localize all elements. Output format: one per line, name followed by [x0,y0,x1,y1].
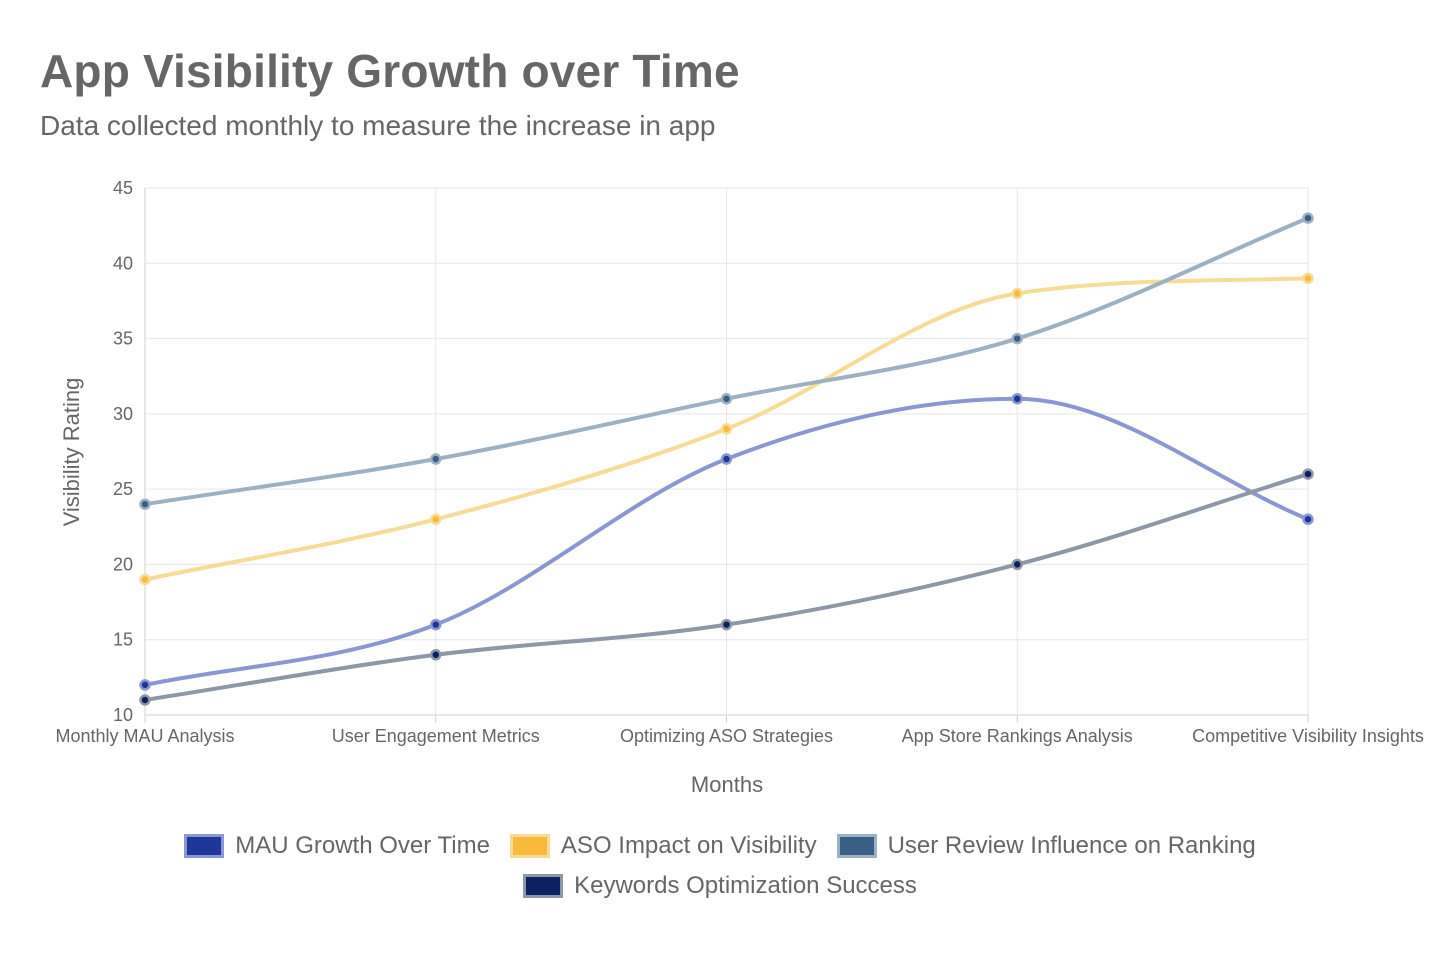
legend-item-keywords-optimization-success[interactable]: Keywords Optimization Success [523,872,917,900]
data-point-aso-impact-on-visibility[interactable] [430,513,442,526]
legend-swatch [523,874,564,898]
x-axis-title: Months [691,772,763,797]
data-point-mau-growth-over-time[interactable] [139,679,151,691]
chart-title: App Visibility Growth over Time [40,45,740,97]
x-tick-label: User Engagement Metrics [332,726,540,746]
legend-swatch [509,834,550,858]
data-point-user-review-influence-on-ranking[interactable] [720,393,733,405]
y-tick-label: 20 [113,554,133,574]
legend-item-user-review-influence-on-ranking[interactable]: User Review Influence on Ranking [836,832,1256,860]
data-point-aso-impact-on-visibility[interactable] [139,573,151,586]
x-tick-label: App Store Rankings Analysis [902,726,1133,746]
line-chart: 10 15 20 25 30 35 40 45 Monthly MAU Analysis User… [55,178,1423,797]
data-point-aso-impact-on-visibility[interactable] [1011,287,1023,300]
legend-swatch [836,834,877,858]
legend-label: MAU Growth Over Time [235,832,490,859]
data-point-user-review-influence-on-ranking[interactable] [1302,212,1314,224]
y-axis-title: Visibility Rating [59,378,84,527]
legend-item-aso-impact-on-visibility[interactable]: ASO Impact on Visibility [509,832,817,860]
legend-item-mau-growth-over-time[interactable]: MAU Growth Over Time [184,832,490,860]
grid-lines [144,187,1309,723]
legend-label: ASO Impact on Visibility [560,832,817,859]
data-point-aso-impact-on-visibility[interactable] [1302,272,1314,285]
chart-legend: MAU Growth Over Time ASO Impact on Visibi… [0,832,1440,900]
y-tick-label: 45 [113,178,133,198]
chart-subtitle: Data collected monthly to measure the in… [40,110,716,141]
data-point-keywords-optimization-success[interactable] [139,694,151,706]
data-point-keywords-optimization-success[interactable] [720,618,733,631]
data-point-mau-growth-over-time[interactable] [1302,513,1314,526]
y-tick-label: 40 [113,253,133,273]
data-point-keywords-optimization-success[interactable] [1302,468,1314,480]
axes: 10 15 20 25 30 35 40 45 Monthly MAU Analysis User… [55,178,1423,746]
data-point-mau-growth-over-time[interactable] [720,453,733,465]
y-tick-label: 25 [113,479,133,499]
x-tick-label: Monthly MAU Analysis [55,726,234,746]
y-tick-label: 35 [113,329,133,349]
data-point-user-review-influence-on-ranking[interactable] [139,498,151,510]
data-point-mau-growth-over-time[interactable] [1011,393,1023,405]
data-point-keywords-optimization-success[interactable] [430,649,442,661]
data-point-mau-growth-over-time[interactable] [430,618,442,631]
data-point-aso-impact-on-visibility[interactable] [720,423,733,435]
y-tick-label: 15 [113,630,133,650]
y-tick-label: 10 [113,705,133,725]
x-tick-label: Competitive Visibility Insights [1192,726,1424,746]
legend-label: Keywords Optimization Success [574,872,917,899]
y-tick-label: 30 [113,404,133,424]
series-points [139,212,1314,706]
x-tick-label: Optimizing ASO Strategies [620,726,833,746]
data-point-user-review-influence-on-ranking[interactable] [1011,332,1023,345]
legend-swatch [184,834,225,858]
legend-label: User Review Influence on Ranking [887,832,1256,859]
data-point-keywords-optimization-success[interactable] [1011,558,1023,571]
data-point-user-review-influence-on-ranking[interactable] [430,453,442,465]
